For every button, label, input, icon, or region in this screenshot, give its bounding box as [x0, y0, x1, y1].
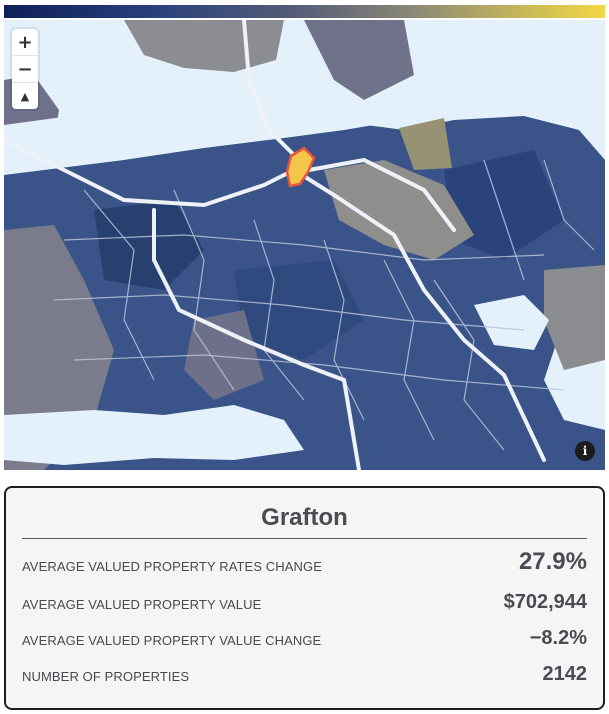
map-canvas[interactable]	[4, 20, 605, 470]
stat-row-property-count: Number of Properties 2142	[22, 656, 587, 686]
stat-value: 27.9%	[518, 548, 587, 575]
land-olive-headland	[399, 118, 452, 170]
plus-icon: +	[17, 31, 33, 53]
stat-row-property-value: Average Valued Property Value $702,944	[22, 584, 587, 614]
compass-icon: ▲	[20, 89, 30, 103]
land-dark-patch-1	[94, 200, 204, 290]
suburb-name: Grafton	[261, 504, 348, 531]
stat-row-rates-change: Average Valued Property Rates Change 27.…	[22, 546, 587, 576]
stat-label: Number of Properties	[22, 669, 190, 684]
stat-label: Average Valued Property Rates Change	[22, 559, 323, 574]
land-west-grey	[4, 225, 114, 470]
choropleth-map[interactable]: + − ▲ i	[4, 20, 605, 470]
compass-button[interactable]: ▲	[12, 83, 38, 109]
land-grey-mid	[184, 310, 264, 400]
motorways	[4, 20, 546, 470]
water-south-inlet	[4, 405, 304, 465]
stat-value: 2142	[542, 663, 588, 685]
card-divider	[22, 538, 587, 539]
suburb-info-card: Grafton Average Valued Property Rates Ch…	[4, 486, 605, 710]
stat-label: Average Valued Property Value	[22, 597, 262, 612]
attribution-info-button[interactable]: i	[575, 441, 595, 461]
stat-row-value-change: Average Valued Property Value Change −8.…	[22, 620, 587, 650]
zoom-out-button[interactable]: −	[12, 56, 38, 83]
info-icon: i	[582, 444, 588, 458]
stat-value: −8.2%	[529, 627, 587, 649]
color-scale-legend	[4, 5, 605, 18]
land-north-shore	[124, 20, 284, 72]
suburb-boundaries	[53, 159, 595, 451]
highlighted-suburb-area[interactable]	[285, 146, 316, 188]
water-harbour	[4, 98, 404, 175]
zoom-controls: + − ▲	[12, 29, 38, 109]
minus-icon: −	[17, 58, 33, 80]
land-dark-patch-3	[444, 150, 564, 260]
land-east-grey	[544, 265, 605, 370]
stat-value: $702,944	[503, 591, 587, 613]
land-central-grey	[324, 160, 474, 260]
zoom-in-button[interactable]: +	[12, 29, 38, 56]
water-east-bay	[474, 295, 549, 350]
land-north-east	[304, 20, 414, 100]
stat-label: Average Valued Property Value Change	[22, 633, 322, 648]
